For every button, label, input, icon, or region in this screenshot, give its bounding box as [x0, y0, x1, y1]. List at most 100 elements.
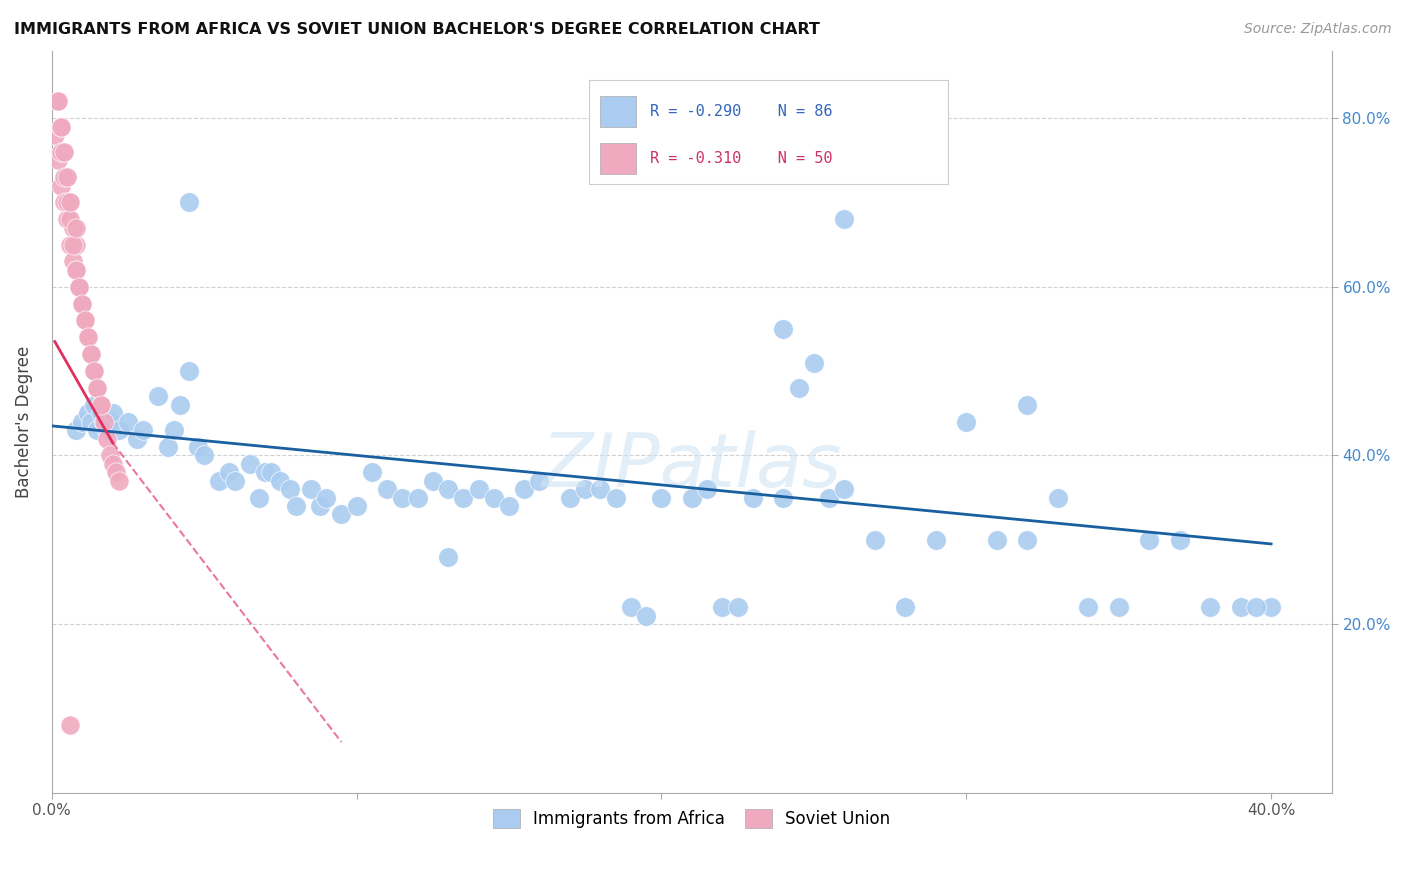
Point — [1017, 533, 1039, 547]
Text: Source: ZipAtlas.com: Source: ZipAtlas.com — [1244, 22, 1392, 37]
Point — [1137, 533, 1160, 547]
Text: ZIPatlas: ZIPatlas — [541, 430, 842, 502]
Point — [49, 178, 72, 193]
Point — [482, 491, 505, 505]
Point — [46, 153, 69, 168]
Point — [208, 474, 231, 488]
Point — [1077, 600, 1099, 615]
Point — [193, 449, 215, 463]
Point — [67, 279, 90, 293]
Point — [1229, 600, 1251, 615]
Point — [108, 423, 131, 437]
Point — [59, 195, 82, 210]
Point — [80, 347, 103, 361]
Point — [59, 237, 82, 252]
Point — [224, 474, 246, 488]
Point — [1168, 533, 1191, 547]
Point — [65, 263, 87, 277]
Point — [834, 482, 856, 496]
Point — [986, 533, 1008, 547]
Point — [529, 474, 551, 488]
Point — [894, 600, 917, 615]
Point — [177, 364, 200, 378]
Point — [498, 499, 520, 513]
Point — [391, 491, 413, 505]
Point — [96, 423, 118, 437]
Point — [163, 423, 186, 437]
Point — [96, 432, 118, 446]
Point — [86, 381, 108, 395]
Point — [156, 440, 179, 454]
Point — [467, 482, 489, 496]
Point — [89, 406, 111, 420]
Point — [187, 440, 209, 454]
Point — [681, 491, 703, 505]
Point — [148, 389, 170, 403]
Point — [59, 212, 82, 227]
Point — [65, 263, 87, 277]
Point — [80, 347, 103, 361]
Point — [70, 296, 93, 310]
Point — [77, 406, 100, 420]
Point — [56, 170, 79, 185]
Point — [422, 474, 444, 488]
Point — [1108, 600, 1130, 615]
Point — [46, 95, 69, 109]
Point — [75, 313, 97, 327]
Point — [62, 220, 84, 235]
Point — [863, 533, 886, 547]
Point — [1199, 600, 1222, 615]
Point — [70, 415, 93, 429]
Point — [925, 533, 948, 547]
Point — [346, 499, 368, 513]
Point — [437, 549, 460, 564]
Point — [260, 465, 283, 479]
Point — [56, 170, 79, 185]
Point — [83, 364, 105, 378]
Point — [375, 482, 398, 496]
Point — [56, 212, 79, 227]
Point — [98, 415, 121, 429]
Point — [254, 465, 277, 479]
Point — [818, 491, 841, 505]
Point — [62, 237, 84, 252]
Point — [59, 718, 82, 732]
Y-axis label: Bachelor's Degree: Bachelor's Degree — [15, 345, 32, 498]
Point — [330, 508, 353, 522]
Point — [46, 95, 69, 109]
Point — [77, 330, 100, 344]
Legend: Immigrants from Africa, Soviet Union: Immigrants from Africa, Soviet Union — [485, 800, 898, 837]
Point — [83, 398, 105, 412]
Point — [558, 491, 581, 505]
Point — [101, 406, 124, 420]
Point — [52, 195, 75, 210]
Point — [75, 313, 97, 327]
Point — [803, 356, 825, 370]
Point — [49, 120, 72, 134]
Point — [1244, 600, 1267, 615]
Point — [86, 381, 108, 395]
Point — [177, 195, 200, 210]
Point — [620, 600, 643, 615]
Point — [741, 491, 763, 505]
Point — [406, 491, 429, 505]
Point — [453, 491, 475, 505]
Point — [89, 398, 111, 412]
Point — [49, 120, 72, 134]
Point — [83, 364, 105, 378]
Point — [299, 482, 322, 496]
Point — [127, 432, 149, 446]
Point — [650, 491, 672, 505]
Point — [132, 423, 155, 437]
Point — [360, 465, 382, 479]
Point — [727, 600, 749, 615]
Point — [605, 491, 627, 505]
Text: IMMIGRANTS FROM AFRICA VS SOVIET UNION BACHELOR'S DEGREE CORRELATION CHART: IMMIGRANTS FROM AFRICA VS SOVIET UNION B… — [14, 22, 820, 37]
Point — [108, 474, 131, 488]
Point — [104, 465, 127, 479]
Point — [1046, 491, 1069, 505]
Point — [59, 195, 82, 210]
Point — [772, 491, 794, 505]
Point — [101, 457, 124, 471]
Point — [955, 415, 977, 429]
